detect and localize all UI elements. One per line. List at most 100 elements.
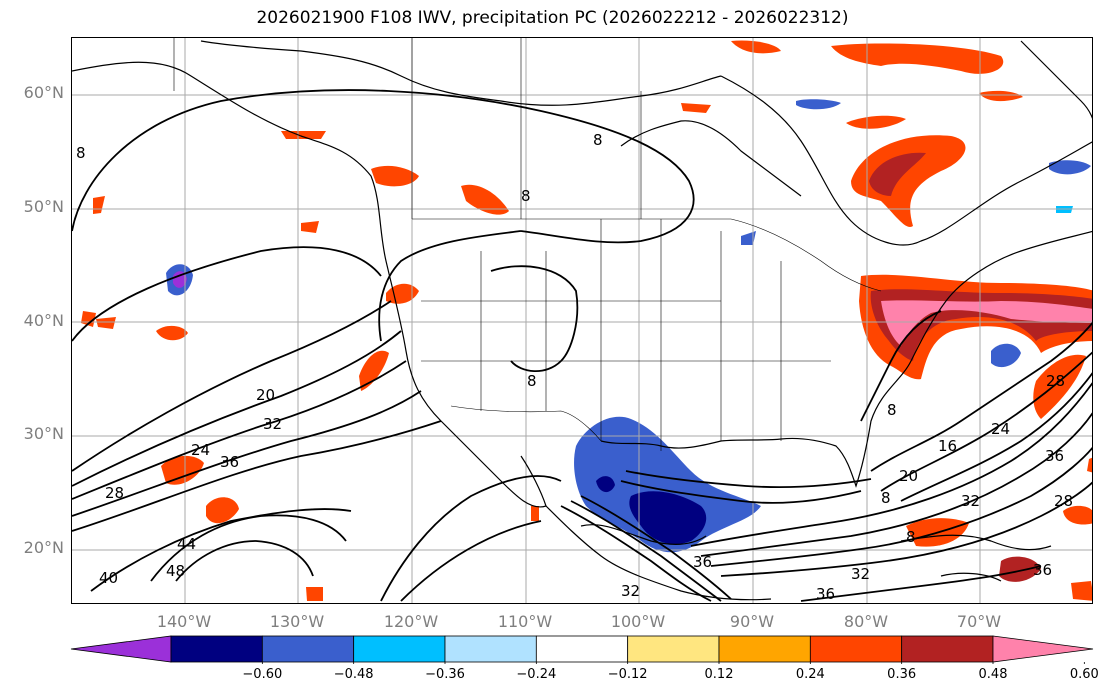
contour-32 — [72, 390, 422, 517]
contour-label: 40 — [99, 569, 118, 587]
lat-label-60n: 60°N — [23, 83, 64, 102]
precip-neg-newfoundland — [1049, 160, 1091, 175]
precip-blob-labrador — [831, 43, 1004, 74]
precip-blob-caribbean-4 — [1071, 581, 1092, 601]
colorbar-swatch — [718, 635, 811, 663]
precip-blob-pacific-1 — [156, 325, 188, 341]
precip-blob-caribbean-2 — [999, 556, 1041, 582]
map-canvas: 8 8 8 20 32 24 36 28 44 48 40 36 32 36 8… — [72, 38, 1092, 603]
contour-8-east — [860, 310, 942, 422]
precip-blob-quebec-core — [869, 152, 926, 196]
lon-label-130w: 130°W — [269, 612, 325, 631]
lon-label-90w: 90°W — [729, 612, 775, 631]
contour-label: 20 — [256, 386, 275, 404]
lon-label-120w: 120°W — [383, 612, 439, 631]
contour-label: 16 — [938, 437, 957, 455]
contour-gulf-inner-1 — [620, 480, 862, 504]
precip-blob-baja — [531, 506, 539, 521]
precip-blob-pacific-7 — [301, 221, 319, 233]
contour-gulf-3 — [710, 446, 1092, 567]
contour-label: 8 — [527, 372, 537, 390]
contour-labels: 8 8 8 20 32 24 36 28 44 48 40 36 32 36 8… — [76, 131, 1073, 603]
contour-label: 24 — [991, 420, 1010, 438]
contour-label: 8 — [881, 489, 891, 507]
contour-label: 28 — [1046, 372, 1065, 390]
colorbar-swatch — [901, 635, 994, 663]
contour-label: 32 — [851, 565, 870, 583]
precip-blob-arctic-3 — [979, 90, 1023, 102]
precip-neg-labrador — [796, 99, 841, 110]
contour-label: 36 — [816, 585, 835, 603]
contour-label: 8 — [593, 131, 603, 149]
precip-blob-arctic-2 — [846, 115, 906, 129]
map-panel[interactable]: 8 8 8 20 32 24 36 28 44 48 40 36 32 36 8… — [71, 37, 1093, 604]
contour-28 — [72, 360, 407, 500]
contour-36-s — [400, 520, 542, 602]
colorbar — [70, 635, 1094, 664]
colorbar-swatch — [353, 635, 446, 663]
contour-label: 24 — [191, 441, 210, 459]
contour-16 — [870, 321, 1092, 472]
lat-label-20n: 20°N — [23, 538, 64, 557]
precip-neg-atlantic — [991, 343, 1021, 368]
lon-label-140w: 140°W — [156, 612, 212, 631]
precip-blob-bc-2 — [461, 184, 509, 215]
contour-label: 36 — [1045, 447, 1064, 465]
colorbar-swatch — [170, 635, 263, 663]
precip-blob-bc-1 — [371, 165, 419, 187]
precip-shading — [81, 40, 1092, 601]
contour-label: 20 — [899, 467, 918, 485]
colorbar-swatch — [444, 635, 537, 663]
precip-blob-mexico-w — [306, 587, 323, 601]
contour-48 — [175, 540, 314, 582]
contour-24-east — [900, 372, 1092, 502]
contour-32-se — [380, 475, 562, 602]
contour-inland-8 — [490, 265, 579, 373]
precip-neg-mexico-inner — [629, 491, 707, 545]
contour-gulf-4 — [720, 481, 1092, 577]
lon-label-100w: 100°W — [610, 612, 666, 631]
contour-label: 8 — [887, 401, 897, 419]
precip-blob-arctic-1 — [681, 103, 711, 113]
precip-blob-caribbean-3 — [1063, 506, 1092, 525]
precip-neg-pacific-core — [173, 271, 187, 288]
lat-label-40n: 40°N — [23, 311, 64, 330]
contour-label: 8 — [906, 528, 916, 546]
contour-8-arc — [378, 230, 522, 342]
precip-blob-pacific-2 — [161, 455, 204, 485]
colorbar-tick-label: −0.60 — [242, 667, 283, 682]
political-borders — [173, 38, 882, 451]
precip-blob-alaska — [281, 131, 326, 139]
colorbar-extend-max — [992, 635, 1094, 663]
contour-label: 36 — [1033, 561, 1052, 579]
contour-gulf-1 — [690, 382, 1092, 547]
contour-mex-tight-1 — [560, 505, 712, 602]
precip-neg-lakes — [741, 231, 756, 245]
lat-label-50n: 50°N — [23, 197, 64, 216]
contour-label: 48 — [166, 562, 185, 580]
contour-label: 28 — [105, 484, 124, 502]
colorbar-tick-label: −0.24 — [516, 667, 557, 682]
colorbar-swatch — [261, 635, 355, 663]
precip-blob-pacific-3 — [206, 497, 239, 524]
precip-blob-pacific-4 — [81, 311, 96, 327]
colorbar-swatch — [627, 635, 720, 663]
colorbar-tick-label: −0.48 — [333, 667, 374, 682]
contour-36 — [72, 420, 442, 532]
contour-20 — [72, 300, 392, 472]
contour-mex-tight-2 — [570, 500, 722, 602]
contour-label: 36 — [220, 453, 239, 471]
precip-blob-pacific-6 — [93, 196, 105, 214]
contour-20-east — [880, 351, 1092, 492]
contour-label: 36 — [693, 553, 712, 571]
coastlines — [72, 40, 1092, 601]
colorbar-tick-label: 0.24 — [795, 667, 825, 682]
precip-blob-calif — [359, 350, 389, 391]
iwv-contours — [72, 89, 1092, 602]
contour-gulf-inner-2 — [625, 470, 872, 489]
precip-blob-bahamas — [1087, 457, 1092, 473]
colorbar-swatch — [535, 635, 629, 663]
lon-label-110w: 110°W — [497, 612, 553, 631]
contour-8-north — [72, 89, 695, 244]
contour-44 — [150, 514, 347, 582]
